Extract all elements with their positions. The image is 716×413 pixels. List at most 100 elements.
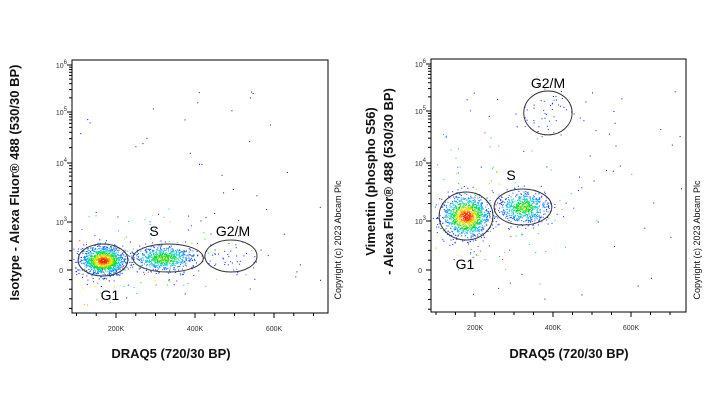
event-point xyxy=(512,192,514,194)
event-point xyxy=(148,258,150,259)
event-point xyxy=(453,209,455,211)
event-point xyxy=(459,202,461,204)
event-point xyxy=(468,204,470,206)
event-point xyxy=(146,264,148,266)
event-point xyxy=(98,268,100,270)
event-point xyxy=(114,262,116,264)
event-point xyxy=(112,256,114,258)
event-point xyxy=(457,231,459,232)
event-point xyxy=(509,215,511,217)
event-point xyxy=(518,208,520,210)
event-point xyxy=(471,201,472,203)
event-point xyxy=(480,209,482,211)
event-point xyxy=(474,196,476,198)
event-point xyxy=(93,262,95,264)
event-point xyxy=(124,261,126,262)
event-point xyxy=(118,268,120,270)
event-point xyxy=(456,207,458,209)
event-point xyxy=(525,211,527,213)
event-point xyxy=(464,193,466,195)
event-point xyxy=(91,256,93,258)
event-point xyxy=(119,259,121,261)
event-point xyxy=(98,256,100,258)
event-point xyxy=(94,272,96,274)
event-point xyxy=(162,253,164,255)
event-point xyxy=(163,248,165,249)
event-point xyxy=(160,257,162,259)
event-point xyxy=(488,208,490,209)
event-point xyxy=(499,256,500,257)
event-point xyxy=(525,206,527,208)
event-point xyxy=(470,229,472,231)
event-point xyxy=(451,202,453,204)
event-point xyxy=(461,219,463,221)
event-point xyxy=(518,203,520,205)
event-point xyxy=(544,201,546,203)
event-point xyxy=(93,261,95,263)
event-point xyxy=(101,267,103,269)
event-point xyxy=(113,265,115,267)
event-point xyxy=(96,258,98,260)
event-point xyxy=(93,256,95,258)
event-point xyxy=(96,264,98,266)
event-point xyxy=(464,220,466,222)
event-point xyxy=(184,264,186,266)
event-point xyxy=(548,204,550,206)
event-point xyxy=(484,259,486,260)
event-point xyxy=(650,277,652,279)
event-point xyxy=(118,262,120,264)
event-point xyxy=(468,222,470,224)
event-point xyxy=(537,216,539,218)
event-point xyxy=(100,263,102,265)
event-point xyxy=(111,250,113,251)
event-point xyxy=(480,234,482,236)
event-point xyxy=(104,248,106,250)
event-point xyxy=(214,253,216,255)
event-point xyxy=(515,206,517,208)
event-point xyxy=(477,227,479,229)
event-point xyxy=(459,204,461,205)
event-point xyxy=(461,227,463,229)
y-tick-exponent: 3 xyxy=(64,217,68,223)
event-point xyxy=(92,272,94,274)
event-point xyxy=(457,220,459,222)
event-point xyxy=(472,200,474,202)
event-point xyxy=(88,265,90,267)
event-point xyxy=(450,205,452,207)
event-point xyxy=(175,250,177,252)
event-point xyxy=(85,260,87,262)
event-point xyxy=(483,235,485,237)
event-point xyxy=(78,248,80,250)
event-point xyxy=(110,253,112,255)
event-point xyxy=(543,205,545,207)
event-point xyxy=(470,201,472,203)
event-point xyxy=(161,249,163,251)
event-point xyxy=(95,256,97,258)
event-point xyxy=(142,257,144,259)
event-point xyxy=(479,221,480,223)
event-point xyxy=(522,206,524,208)
event-point xyxy=(173,264,175,266)
event-point xyxy=(460,203,462,205)
event-point xyxy=(477,229,479,231)
event-point xyxy=(517,206,519,208)
event-point xyxy=(464,213,465,215)
event-point xyxy=(452,200,453,202)
event-point xyxy=(505,215,507,217)
event-point xyxy=(483,211,485,213)
event-point xyxy=(463,226,465,228)
event-point xyxy=(91,258,92,260)
event-point xyxy=(159,266,161,268)
event-point xyxy=(469,214,471,216)
event-point xyxy=(87,263,89,265)
event-point xyxy=(526,206,528,208)
event-point xyxy=(191,242,193,244)
event-point xyxy=(671,144,673,146)
event-point xyxy=(561,209,563,210)
event-point xyxy=(542,204,544,206)
event-point xyxy=(470,213,472,215)
event-point xyxy=(172,261,174,263)
event-point xyxy=(97,257,99,258)
event-point xyxy=(540,100,542,102)
event-point xyxy=(466,201,468,203)
